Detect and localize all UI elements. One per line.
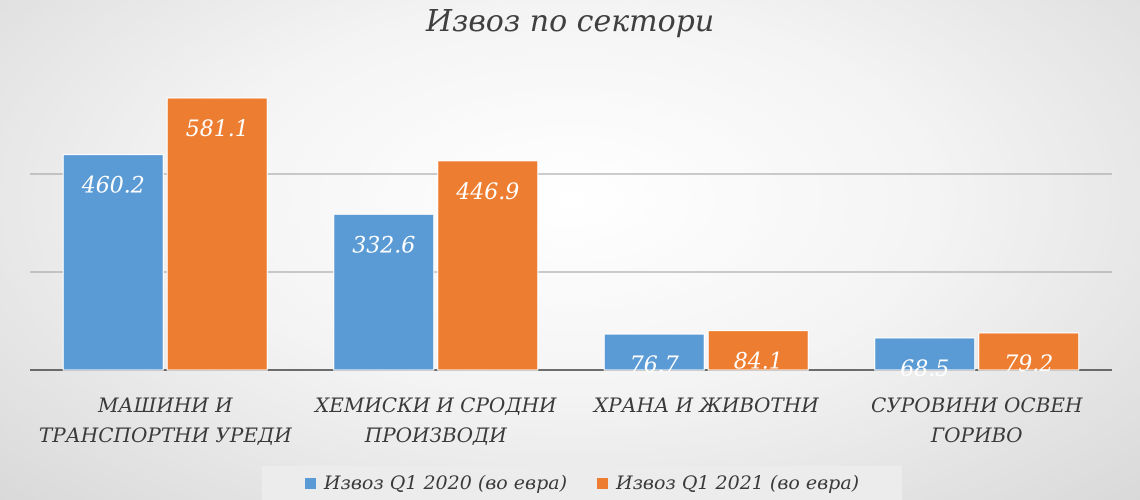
bar — [62, 154, 164, 371]
legend-swatch-2020 — [304, 477, 316, 489]
bar — [437, 160, 539, 371]
data-label: 84.1 — [734, 350, 783, 375]
legend-item-2020: Извоз Q1 2020 (во евра) — [304, 472, 567, 494]
legend-item-2021: Извоз Q1 2021 (во евра) — [597, 472, 859, 494]
category-label: ГОРИВО — [930, 423, 1023, 447]
data-label: 332.6 — [352, 233, 415, 258]
category-label: ПРОИЗВОДИ — [364, 423, 508, 447]
category-label: ХЕМИСКИ И СРОДНИ — [313, 393, 557, 417]
legend-label-2020: Извоз Q1 2020 (во евра) — [323, 472, 567, 494]
bar — [603, 333, 705, 371]
category-label: ТРАНСПОРТНИ УРЕДИ — [39, 423, 292, 447]
data-label: 460.2 — [81, 174, 145, 199]
data-label: 79.2 — [1004, 352, 1053, 377]
legend: Извоз Q1 2020 (во евра) Извоз Q1 2021 (в… — [262, 466, 902, 500]
bar — [707, 330, 809, 371]
bar — [166, 97, 268, 371]
bar — [978, 332, 1080, 371]
data-label: 68.5 — [900, 357, 949, 382]
chart-title: Извоз по сектори — [425, 4, 715, 39]
data-label: 446.9 — [455, 180, 519, 205]
bar — [333, 213, 435, 371]
legend-label-2021: Извоз Q1 2021 (во евра) — [616, 472, 860, 494]
category-label: СУРОВИНИ ОСВЕН — [871, 393, 1083, 417]
chart-plot: 460.2 581.1 МАШИНИ И ТРАНСПОРТНИ УРЕДИ 332.6… — [30, 97, 1112, 447]
category-label: МАШИНИ И — [97, 393, 233, 417]
legend-swatch-2021 — [597, 477, 608, 489]
data-label: 76.7 — [630, 353, 679, 378]
category-label: ХРАНА И ЖИВОТНИ — [592, 393, 819, 417]
data-label: 581.1 — [186, 117, 249, 142]
bar — [874, 337, 976, 371]
